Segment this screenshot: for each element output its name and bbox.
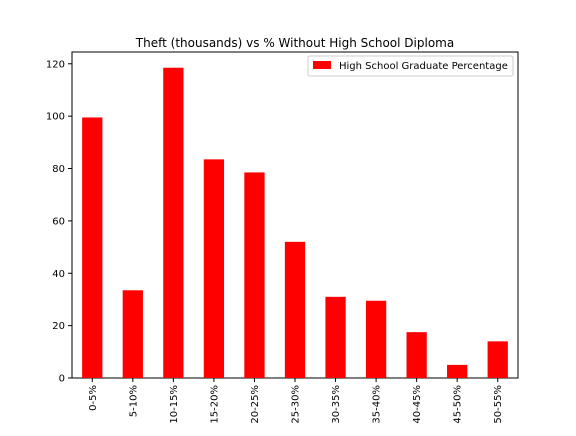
y-tick-label: 20 bbox=[52, 321, 65, 332]
legend: High School Graduate Percentage bbox=[307, 55, 514, 77]
y-tick-label: 0 bbox=[59, 374, 65, 385]
y-tick-label: 80 bbox=[52, 164, 65, 175]
y-tick-label: 60 bbox=[52, 216, 65, 227]
x-tick-label: 20-25% bbox=[250, 385, 261, 424]
legend-label: High School Graduate Percentage bbox=[339, 61, 508, 72]
bar-20-25% bbox=[244, 172, 265, 378]
bar-15-20% bbox=[203, 159, 225, 378]
bar-40-45% bbox=[406, 332, 427, 378]
x-tick-label: 25-30% bbox=[291, 385, 302, 424]
x-tick-label: 0-5% bbox=[88, 385, 99, 411]
bar-30-35% bbox=[325, 296, 346, 378]
bar-0-5% bbox=[82, 117, 103, 378]
x-tick-label: 40-45% bbox=[412, 385, 423, 424]
chart-title: Theft (thousands) vs % Without High Scho… bbox=[135, 36, 454, 50]
y-tick-label: 120 bbox=[46, 59, 65, 70]
x-tick-label: 10-15% bbox=[169, 385, 180, 424]
x-axis: 0-5% 5-10% 10-15% 15-20% 20-25% 25-30% 30-35% 3… bbox=[88, 378, 504, 424]
bar-5-10% bbox=[122, 290, 143, 378]
y-axis: 0 20 40 60 80 100 120 bbox=[46, 59, 72, 385]
x-tick-label: 15-20% bbox=[209, 385, 220, 424]
bar-35-40% bbox=[365, 300, 387, 378]
x-tick-label: 5-10% bbox=[128, 385, 139, 417]
bars bbox=[82, 67, 508, 378]
bar-10-15% bbox=[163, 67, 184, 378]
x-tick-label: 45-50% bbox=[453, 385, 464, 424]
x-tick-label: 50-55% bbox=[493, 385, 504, 424]
x-tick-label: 35-40% bbox=[372, 385, 383, 424]
y-tick-label: 100 bbox=[46, 112, 65, 123]
bar-25-30% bbox=[284, 241, 306, 378]
legend-frame bbox=[307, 55, 514, 77]
bar-50-55% bbox=[487, 341, 508, 378]
x-tick-label: 30-35% bbox=[331, 385, 342, 424]
bar-45-50% bbox=[447, 364, 468, 378]
y-tick-label: 40 bbox=[52, 269, 65, 280]
legend-swatch bbox=[313, 61, 331, 69]
